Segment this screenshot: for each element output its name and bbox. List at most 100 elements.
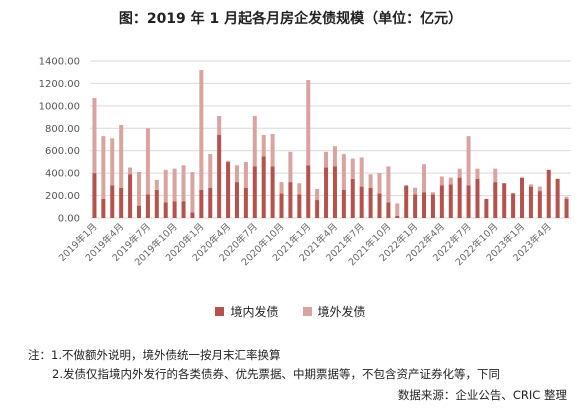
bar-domestic bbox=[377, 193, 382, 218]
bar-overseas bbox=[332, 146, 337, 167]
legend-label-domestic: 境内发债 bbox=[230, 305, 279, 319]
bar-overseas bbox=[270, 133, 275, 167]
bar-domestic bbox=[92, 173, 97, 218]
bar-overseas bbox=[457, 168, 462, 178]
bar-domestic bbox=[395, 215, 400, 218]
bar-overseas bbox=[226, 160, 231, 162]
bar-overseas bbox=[466, 136, 471, 186]
bar-overseas bbox=[136, 172, 141, 206]
bar-overseas bbox=[101, 136, 106, 199]
bar-overseas bbox=[493, 168, 498, 183]
bar-overseas bbox=[234, 165, 239, 183]
bar-domestic bbox=[350, 178, 355, 218]
bar-domestic bbox=[261, 156, 266, 218]
bar-domestic bbox=[324, 167, 329, 218]
bar-domestic bbox=[546, 169, 551, 218]
bar-overseas bbox=[199, 69, 204, 190]
bar-domestic bbox=[475, 178, 480, 218]
legend-item-domestic: 境内发债 bbox=[215, 303, 279, 320]
bar-overseas bbox=[430, 192, 435, 195]
bar-overseas bbox=[386, 166, 391, 203]
bar-domestic bbox=[341, 189, 346, 218]
bar-domestic bbox=[528, 186, 533, 218]
bar-overseas bbox=[243, 161, 248, 188]
bar-domestic bbox=[430, 194, 435, 218]
bar-domestic bbox=[537, 191, 542, 218]
bar-domestic bbox=[439, 185, 444, 218]
bar-overseas bbox=[217, 115, 222, 136]
bar-overseas bbox=[448, 177, 453, 185]
bar-overseas bbox=[315, 188, 320, 201]
bar-domestic bbox=[457, 177, 462, 218]
bar-domestic bbox=[502, 183, 507, 218]
bar-domestic bbox=[234, 182, 239, 218]
legend-label-overseas: 境外发债 bbox=[317, 305, 366, 319]
bar-overseas bbox=[92, 98, 97, 174]
footnote-2: 2.发债仅指境内外发行的各类债券、优先票据、中期票据等，不包含资产证券化等，下同 bbox=[52, 367, 500, 381]
y-tick-label: 1000.00 bbox=[39, 101, 80, 112]
bar-overseas bbox=[350, 158, 355, 179]
y-tick-label: 200.00 bbox=[45, 191, 80, 202]
bar-domestic bbox=[422, 192, 427, 218]
bar-domestic bbox=[466, 185, 471, 218]
legend-swatch-overseas bbox=[302, 307, 312, 316]
bar-overseas bbox=[439, 176, 444, 186]
bar-domestic bbox=[119, 187, 124, 218]
y-tick-label: 600.00 bbox=[45, 146, 80, 157]
bar-overseas bbox=[528, 184, 533, 187]
bar-overseas bbox=[377, 173, 382, 194]
bar-domestic bbox=[163, 202, 168, 218]
bar-domestic bbox=[520, 177, 525, 218]
bar-domestic bbox=[110, 185, 115, 218]
bar-domestic bbox=[332, 166, 337, 218]
bar-overseas bbox=[145, 128, 150, 195]
bar-domestic bbox=[136, 205, 141, 218]
bar-overseas bbox=[252, 115, 257, 167]
bar-domestic bbox=[413, 194, 418, 218]
bar-domestic bbox=[555, 178, 560, 218]
bar-domestic bbox=[297, 194, 302, 218]
bar-overseas bbox=[297, 183, 302, 195]
y-tick-label: 400.00 bbox=[45, 169, 80, 180]
legend: 境内发债 境外发债 bbox=[0, 303, 581, 320]
bar-overseas bbox=[128, 167, 133, 175]
bar-overseas bbox=[288, 151, 293, 183]
bar-domestic bbox=[368, 187, 373, 218]
bar-domestic bbox=[154, 189, 159, 218]
bar-domestic bbox=[484, 198, 489, 218]
bar-overseas bbox=[110, 138, 115, 186]
bar-overseas bbox=[181, 165, 186, 202]
bar-domestic bbox=[190, 212, 195, 218]
bar-overseas bbox=[413, 187, 418, 195]
y-tick-label: 800.00 bbox=[45, 124, 80, 135]
y-axis-ticks: 0.00 200.00 400.00 600.00 800.00 1000.00 1200.… bbox=[39, 57, 80, 225]
bar-overseas bbox=[261, 135, 266, 157]
bar-overseas bbox=[422, 164, 427, 193]
bar-domestic bbox=[359, 186, 364, 218]
bar-overseas bbox=[119, 124, 124, 188]
bar-domestic bbox=[270, 166, 275, 218]
bar-domestic bbox=[315, 200, 320, 218]
bar-domestic bbox=[288, 182, 293, 218]
footnote-1: 注：1.不做额外说明，境外债统一按月末汇率换算 bbox=[28, 348, 281, 362]
bar-overseas bbox=[359, 157, 364, 187]
bar-domestic bbox=[493, 182, 498, 218]
bar-domestic bbox=[181, 201, 186, 218]
bar-domestic bbox=[208, 187, 213, 218]
stacked-bar-chart: 0.00 200.00 400.00 600.00 800.00 1000.00 1200.… bbox=[39, 57, 571, 269]
data-source: 数据来源：企业公告、CRIC 整理 bbox=[397, 388, 567, 402]
bar-domestic bbox=[511, 193, 516, 218]
x-axis-ticks: 2019年1月2019年4月2019年7月2019年10月2020年1月2020… bbox=[56, 221, 554, 269]
bar-domestic bbox=[128, 174, 133, 218]
bar-overseas bbox=[341, 154, 346, 190]
bar-domestic bbox=[564, 198, 569, 218]
bar-overseas bbox=[172, 168, 177, 202]
bar-domestic bbox=[448, 184, 453, 218]
bar-overseas bbox=[564, 196, 569, 199]
bar-overseas bbox=[324, 151, 329, 168]
bar-overseas bbox=[163, 169, 168, 203]
bar-overseas bbox=[368, 174, 373, 188]
bar-overseas bbox=[395, 203, 400, 216]
bar-domestic bbox=[279, 193, 284, 218]
gridlines bbox=[90, 60, 571, 219]
